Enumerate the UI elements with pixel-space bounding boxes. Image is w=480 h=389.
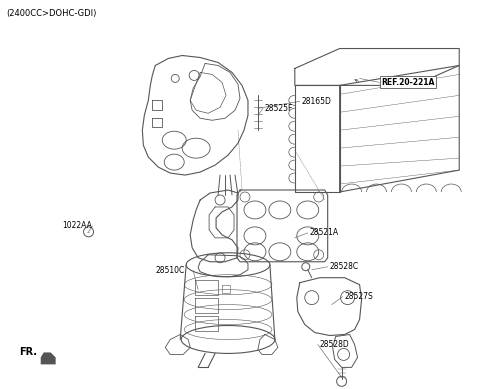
Text: 28527S: 28527S (345, 292, 373, 301)
Polygon shape (41, 352, 56, 364)
Text: 28528C: 28528C (330, 262, 359, 271)
Text: 28521A: 28521A (310, 228, 339, 237)
Text: FR.: FR. (19, 347, 37, 357)
Text: 28510C: 28510C (156, 266, 184, 275)
Text: 28165D: 28165D (302, 97, 332, 106)
Text: 1022AA: 1022AA (62, 221, 93, 230)
Text: 28525F: 28525F (265, 104, 293, 113)
Text: REF.20-221A: REF.20-221A (382, 78, 435, 87)
Text: 28528D: 28528D (320, 340, 349, 349)
Text: (2400CC>DOHC-GDI): (2400CC>DOHC-GDI) (6, 9, 96, 18)
